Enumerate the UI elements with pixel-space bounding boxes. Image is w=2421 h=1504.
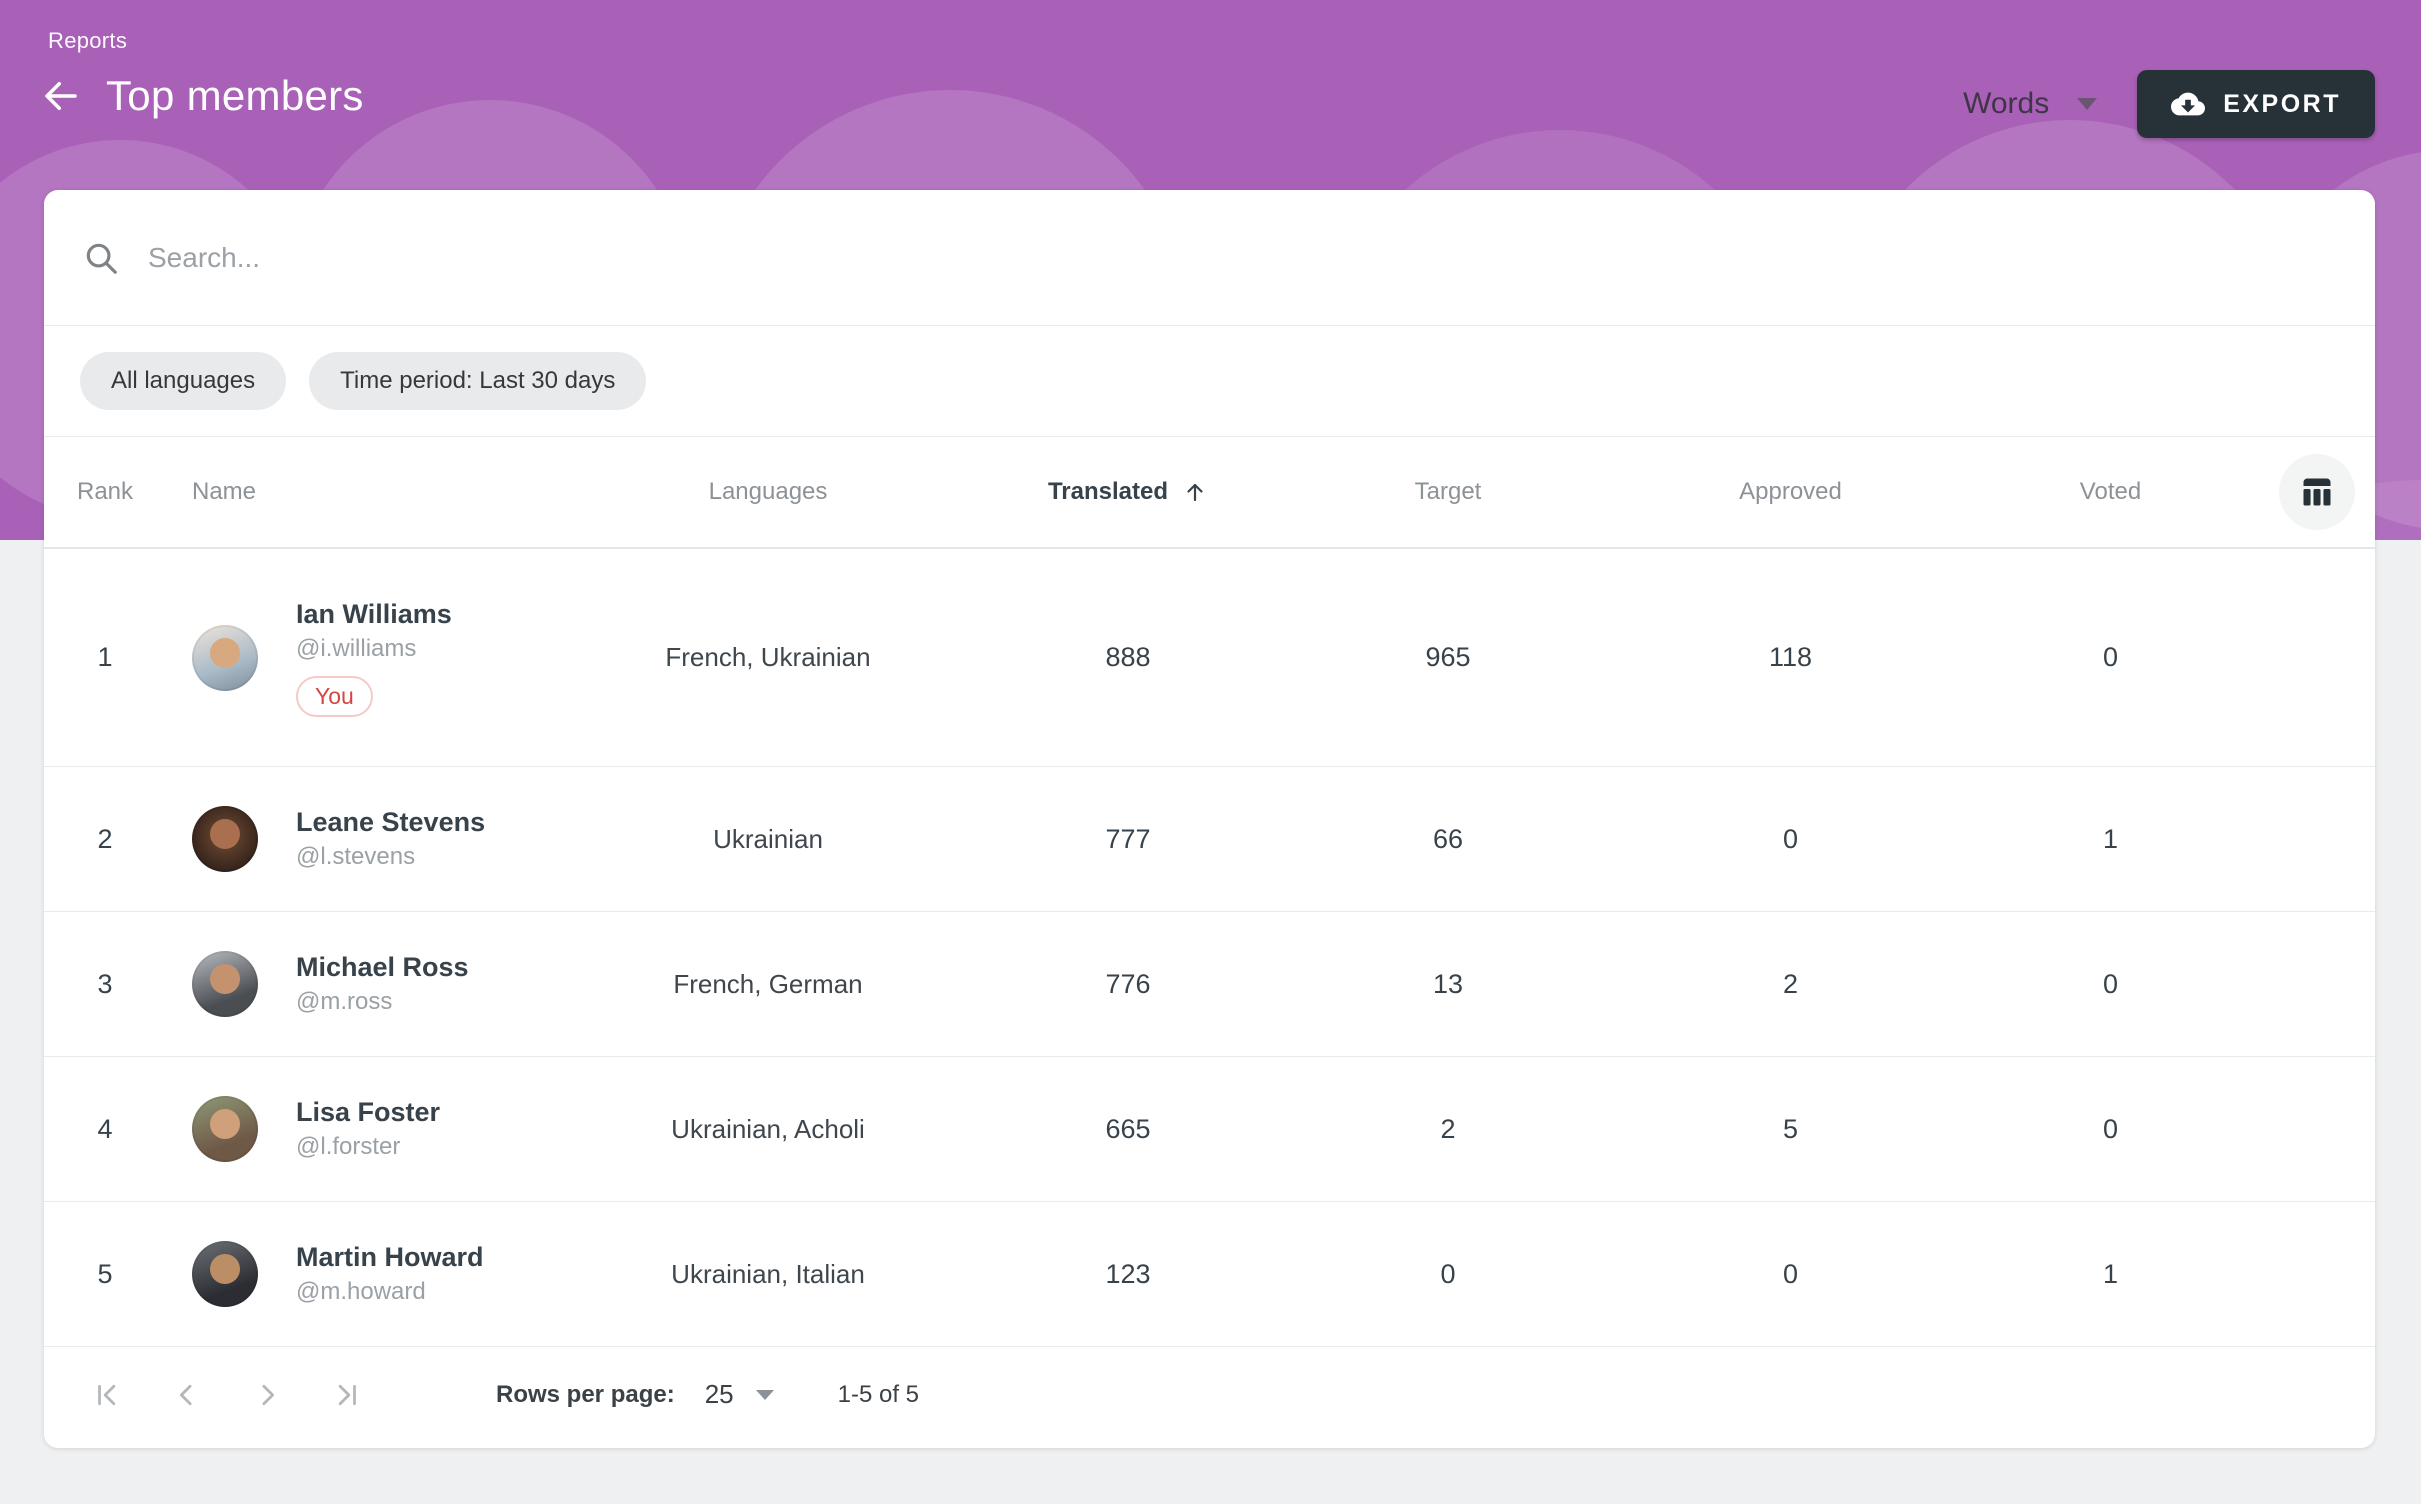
column-header-languages[interactable]: Languages — [708, 478, 828, 505]
translated-value: 888 — [1105, 642, 1151, 672]
avatar — [192, 624, 258, 691]
voted-value: 0 — [2102, 968, 2119, 999]
approved-value: 2 — [1782, 968, 1799, 999]
rank-value: 2 — [97, 823, 113, 854]
voted-value: 1 — [2102, 823, 2119, 854]
back-button[interactable] — [38, 73, 84, 119]
avatar — [192, 806, 258, 872]
you-badge: You — [296, 675, 373, 717]
report-card: All languages Time period: Last 30 days … — [44, 190, 2375, 1448]
avatar — [192, 951, 258, 1017]
member-name[interactable]: Ian Williams — [296, 598, 452, 629]
sort-arrow-up-icon — [1182, 479, 1208, 505]
rank-value: 4 — [97, 1113, 113, 1144]
first-page-button[interactable] — [84, 1372, 130, 1418]
target-value: 965 — [1425, 642, 1471, 672]
member-name[interactable]: Michael Ross — [296, 952, 469, 982]
column-header-translated[interactable]: Translated — [978, 478, 1278, 506]
target-value: 2 — [1440, 1113, 1456, 1144]
languages-value: Ukrainian — [713, 823, 823, 854]
column-header-name[interactable]: Name — [192, 478, 257, 505]
translated-value: 777 — [1105, 823, 1151, 854]
previous-page-icon — [172, 1380, 202, 1410]
table-row[interactable]: 5 Martin Howard @m.howard Ukrainian, Ita… — [44, 1202, 2375, 1347]
column-settings-button[interactable] — [2278, 454, 2355, 530]
approved-value: 0 — [1782, 1258, 1799, 1289]
column-header-voted[interactable]: Voted — [2079, 478, 2142, 505]
member-name[interactable]: Leane Stevens — [296, 807, 486, 837]
column-header-approved[interactable]: Approved — [1739, 478, 1842, 505]
member-handle: @l.forster — [296, 1133, 401, 1160]
column-header-rank[interactable]: Rank — [76, 478, 134, 505]
search-bar — [44, 190, 2375, 325]
filter-chip-languages[interactable]: All languages — [80, 352, 287, 410]
rows-per-page-label: Rows per page: — [496, 1380, 675, 1408]
target-value: 13 — [1432, 968, 1464, 999]
next-page-icon — [252, 1380, 282, 1410]
table-row[interactable]: 1 Ian Williams @i.williams You French, U… — [44, 549, 2375, 767]
last-page-button[interactable] — [324, 1372, 370, 1418]
table-row[interactable]: 4 Lisa Foster @l.forster Ukrainian, Acho… — [44, 1057, 2375, 1202]
rank-value: 1 — [97, 642, 113, 672]
breadcrumb[interactable]: Reports — [48, 28, 128, 53]
member-handle: @l.stevens — [296, 843, 416, 870]
target-value: 0 — [1440, 1258, 1456, 1289]
member-handle: @m.howard — [296, 1278, 426, 1305]
caret-down-icon — [2077, 98, 2098, 110]
languages-value: Ukrainian, Italian — [671, 1258, 865, 1289]
table-header-row: Rank Name Languages Translated Target Ap… — [44, 437, 2375, 547]
filter-chip-time-period[interactable]: Time period: Last 30 days — [309, 352, 647, 410]
avatar — [192, 1096, 258, 1162]
member-handle: @m.ross — [296, 988, 393, 1015]
divider — [44, 436, 2375, 437]
export-button-label: EXPORT — [2223, 89, 2341, 118]
export-button[interactable]: EXPORT — [2137, 70, 2375, 138]
table-row[interactable]: 3 Michael Ross @m.ross French, German 77… — [44, 912, 2375, 1057]
pagination-bar: Rows per page: 25 1-5 of 5 — [44, 1347, 2375, 1442]
last-page-icon — [332, 1380, 362, 1410]
target-value: 66 — [1432, 823, 1464, 854]
rows-per-page-select[interactable]: 25 — [704, 1379, 734, 1409]
voted-value: 0 — [2102, 642, 2119, 672]
languages-value: French, German — [673, 968, 863, 999]
search-icon — [82, 239, 120, 277]
cloud-download-icon — [2171, 87, 2206, 121]
column-header-translated-label: Translated — [1047, 478, 1169, 505]
caret-down-icon[interactable] — [755, 1389, 774, 1400]
languages-value: French, Ukrainian — [665, 642, 871, 672]
column-header-target[interactable]: Target — [1414, 478, 1482, 505]
approved-value: 118 — [1768, 642, 1813, 672]
table-columns-icon — [2299, 474, 2335, 510]
divider — [44, 547, 2375, 549]
approved-value: 5 — [1782, 1113, 1799, 1144]
divider — [44, 325, 2375, 326]
rank-value: 3 — [97, 968, 113, 999]
unit-dropdown-value: Words — [1963, 87, 2050, 120]
rank-value: 5 — [97, 1258, 113, 1289]
search-input[interactable] — [148, 241, 2337, 274]
member-handle: @i.williams — [296, 634, 417, 662]
unit-dropdown[interactable]: Words — [1963, 87, 2098, 121]
voted-value: 1 — [2102, 1258, 2119, 1289]
first-page-icon — [92, 1380, 122, 1410]
pagination-range: 1-5 of 5 — [837, 1380, 920, 1408]
languages-value: Ukrainian, Acholi — [671, 1113, 865, 1144]
next-page-button[interactable] — [244, 1372, 290, 1418]
translated-value: 776 — [1105, 968, 1151, 999]
previous-page-button[interactable] — [164, 1372, 210, 1418]
approved-value: 0 — [1782, 823, 1799, 854]
table-row[interactable]: 2 Leane Stevens @l.stevens Ukrainian 777… — [44, 767, 2375, 912]
translated-value: 665 — [1105, 1113, 1151, 1144]
voted-value: 0 — [2102, 1113, 2119, 1144]
member-name[interactable]: Martin Howard — [296, 1242, 484, 1272]
avatar — [192, 1241, 258, 1307]
filters-bar: All languages Time period: Last 30 days — [44, 326, 2375, 436]
page-title: Top members — [106, 72, 364, 119]
arrow-left-icon — [40, 75, 82, 117]
translated-value: 123 — [1105, 1258, 1151, 1289]
member-name[interactable]: Lisa Foster — [296, 1097, 441, 1127]
